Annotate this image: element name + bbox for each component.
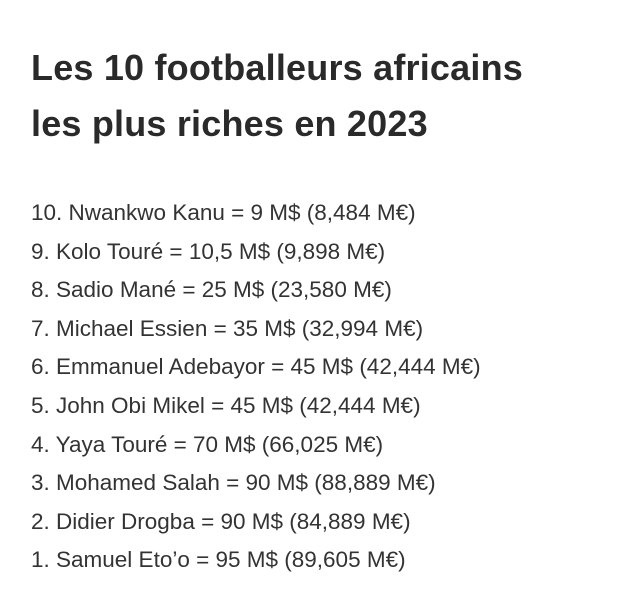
list-item: 2. Didier Drogba = 90 M$ (84,889 M€) — [31, 508, 411, 534]
list-item: 6. Emmanuel Adebayor = 45 M$ (42,444 M€) — [31, 354, 481, 380]
article: Les 10 footballeurs africains les plus r… — [31, 40, 621, 572]
list-item: 3. Mohamed Salah = 90 M$ (88,889 M€) — [31, 470, 436, 496]
title-line-2: les plus riches en 2023 — [31, 103, 428, 144]
list-item: 9. Kolo Touré = 10,5 M$ (9,898 M€) — [31, 238, 386, 264]
list-item: 8. Sadio Mané = 25 M$ (23,580 M€) — [31, 277, 392, 303]
list-item: 5. John Obi Mikel = 45 M$ (42,444 M€) — [31, 392, 421, 418]
page-title: Les 10 footballeurs africains les plus r… — [31, 40, 621, 152]
list-item: 7. Michael Essien = 35 M$ (32,994 M€) — [31, 315, 424, 341]
ranking-list: 10. Nwankwo Kanu = 9 M$ (8,484 M€) 9. Ko… — [31, 194, 481, 580]
list-item: 4. Yaya Touré = 70 M$ (66,025 M€) — [31, 431, 384, 457]
list-item: 10. Nwankwo Kanu = 9 M$ (8,484 M€) — [31, 200, 416, 225]
list-item: 1. Samuel Eto’o = 95 M$ (89,605 M€) — [31, 547, 406, 573]
title-line-1: Les 10 footballeurs africains — [31, 47, 523, 88]
